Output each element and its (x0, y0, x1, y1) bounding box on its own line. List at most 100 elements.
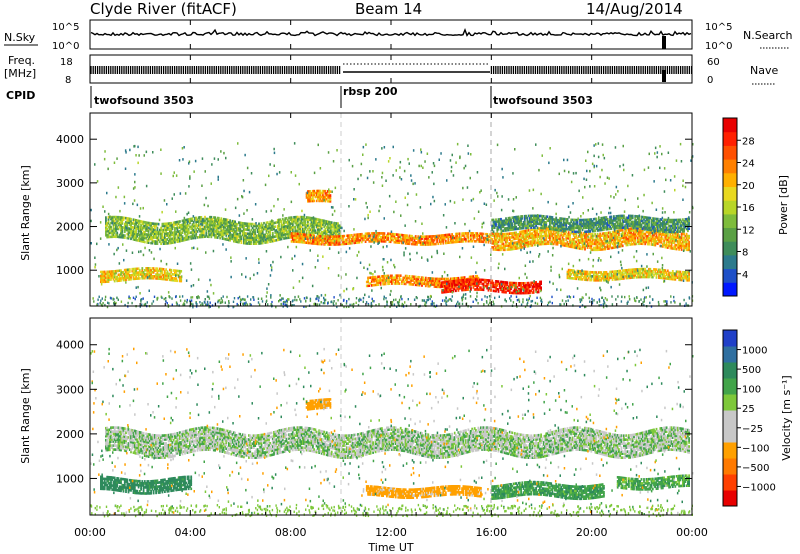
range-gate-cell (664, 224, 667, 228)
range-gate-cell (327, 228, 329, 231)
range-gate-cell (325, 232, 328, 235)
range-gate-cell (541, 224, 544, 228)
range-gate-cell (327, 222, 329, 226)
range-gate-cell (368, 236, 371, 239)
range-gate-cell (112, 217, 115, 221)
range-gate-cell (329, 239, 332, 242)
range-gate-cell (329, 237, 332, 240)
range-gate-cell (325, 193, 328, 197)
range-gate-cell (265, 237, 268, 240)
range-gate-cell (404, 236, 407, 239)
range-gate-cell (120, 269, 122, 272)
range-gate-cell (228, 236, 230, 240)
range-gate-cell (515, 215, 517, 219)
range-gate-cell (229, 231, 231, 234)
range-gate-cell (266, 229, 269, 232)
range-gate-cell (611, 236, 614, 240)
range-gate-cell (112, 272, 115, 275)
range-gate-cell (577, 230, 580, 234)
range-gate-cell (234, 234, 236, 237)
range-gate-cell (624, 232, 627, 235)
range-gate-cell (150, 274, 152, 278)
range-gate-cell (654, 243, 657, 247)
range-gate-cell (639, 219, 642, 222)
range-gate-cell (305, 226, 308, 229)
range-gate-cell (123, 276, 126, 280)
range-gate-cell (687, 244, 689, 248)
range-gate-cell (141, 232, 144, 235)
range-gate-cell (418, 241, 421, 244)
range-gate-cell (609, 219, 611, 223)
range-gate-cell (492, 232, 495, 235)
range-gate-cell (582, 239, 585, 243)
range-gate-cell (586, 238, 589, 241)
range-gate-cell (245, 236, 248, 239)
range-gate-cell (319, 222, 322, 226)
range-gate-cell (552, 228, 555, 231)
range-gate-cell (409, 277, 412, 280)
range-gate-cell (175, 226, 178, 230)
range-gate-cell (259, 226, 262, 229)
range-gate-cell (222, 217, 225, 221)
range-gate-cell (350, 239, 353, 243)
range-gate-cell (169, 272, 171, 276)
range-gate-cell (305, 216, 308, 219)
range-gate-cell (651, 239, 654, 243)
range-gate-cell (143, 230, 146, 234)
range-gate-cell (584, 247, 586, 251)
range-gate-cell (167, 226, 170, 229)
range-gate-cell (611, 230, 614, 234)
range-gate-cell (359, 236, 362, 240)
range-gate-cell (162, 242, 165, 245)
range-gate-cell (118, 233, 121, 237)
range-gate-cell (406, 280, 408, 284)
range-gate-cell (127, 217, 130, 220)
range-gate-cell (547, 228, 550, 232)
range-gate-cell (126, 276, 129, 279)
range-gate-cell (147, 276, 150, 280)
range-gate-cell (501, 232, 504, 236)
range-gate-cell (156, 232, 159, 236)
range-gate-cell (671, 220, 674, 224)
range-gate-cell (204, 227, 206, 231)
range-gate-cell (508, 220, 511, 224)
range-gate-cell (280, 231, 283, 235)
range-gate-cell (521, 240, 524, 243)
range-gate-cell (265, 235, 268, 238)
range-gate-cell (378, 281, 381, 284)
range-gate-cell (314, 229, 317, 232)
range-gate-cell (560, 223, 563, 226)
range-gate-cell (606, 227, 609, 231)
range-gate-cell (333, 235, 336, 238)
range-gate-cell (658, 229, 660, 233)
range-gate-cell (532, 234, 535, 237)
range-gate-cell (600, 234, 603, 238)
range-gate-cell (156, 238, 159, 241)
range-gate-cell (152, 271, 155, 274)
range-gate-cell (165, 278, 167, 281)
range-gate-cell (202, 233, 205, 237)
range-gate-cell (549, 221, 551, 225)
range-gate-cell (150, 224, 152, 227)
range-gate-cell (328, 192, 331, 195)
range-gate-cell (387, 232, 389, 235)
range-gate-cell (135, 222, 137, 226)
range-gate-cell (531, 236, 534, 239)
range-gate-cell (582, 232, 585, 235)
range-gate-cell (580, 239, 583, 243)
range-gate-cell (508, 222, 511, 226)
range-gate-cell (564, 221, 566, 225)
range-gate-cell (414, 243, 417, 246)
range-gate-cell (189, 225, 191, 229)
range-gate-cell (532, 214, 535, 218)
range-gate-cell (315, 236, 318, 240)
range-gate-cell (530, 228, 532, 232)
range-gate-cell (669, 235, 672, 238)
range-gate-cell (253, 230, 255, 234)
range-gate-cell (534, 241, 536, 245)
range-gate-cell (670, 237, 673, 240)
range-gate-cell (281, 235, 284, 239)
range-gate-cell (238, 233, 240, 236)
range-gate-cell (102, 280, 105, 284)
range-gate-cell (497, 246, 500, 250)
